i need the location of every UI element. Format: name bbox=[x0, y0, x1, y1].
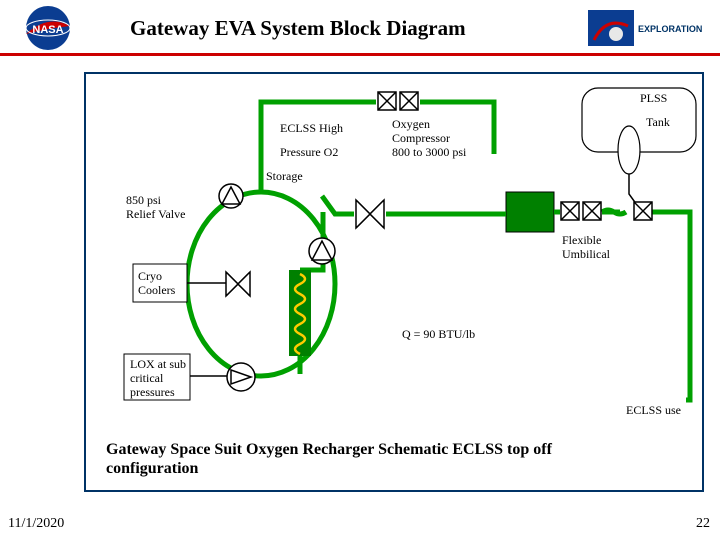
plss-label: PLSS bbox=[640, 92, 667, 105]
diagram-caption: Gateway Space Suit Oxygen Recharger Sche… bbox=[106, 441, 576, 478]
relief-label-1: 850 psi bbox=[126, 194, 161, 207]
valve-box-x bbox=[634, 202, 652, 220]
page-title: Gateway EVA System Block Diagram bbox=[130, 16, 466, 41]
flex-label-2: Umbilical bbox=[562, 248, 610, 261]
oxygen-compressor-label-1: Oxygen bbox=[392, 118, 430, 131]
svg-text:NASA: NASA bbox=[32, 24, 63, 36]
footer-page: 22 bbox=[696, 516, 710, 532]
lox-label-3: pressures bbox=[130, 386, 175, 399]
valve-box-x bbox=[400, 92, 418, 110]
nasa-logo: NASA bbox=[18, 4, 78, 52]
eclss-use-line bbox=[642, 212, 690, 400]
footer-date: 11/1/2020 bbox=[8, 516, 64, 532]
cryo-label-1: Cryo bbox=[138, 270, 162, 283]
cryo-label-2: Coolers bbox=[138, 284, 175, 297]
arrow-valve-icon bbox=[227, 363, 255, 391]
oxygen-compressor-label-3: 800 to 3000 psi bbox=[392, 146, 466, 159]
flex-label-1: Flexible bbox=[562, 234, 601, 247]
valve-butterfly-icon bbox=[356, 200, 384, 228]
storage-label: Storage bbox=[266, 170, 303, 183]
lox-label-1: LOX at sub bbox=[130, 358, 186, 371]
tank-label: Tank bbox=[646, 116, 670, 129]
eclss-use-label: ECLSS use bbox=[626, 404, 681, 417]
valve-butterfly-icon bbox=[226, 272, 250, 296]
relief-valve-icon bbox=[219, 184, 243, 208]
relief-label-2: Relief Valve bbox=[126, 208, 185, 221]
triangle-valve-icon bbox=[309, 238, 335, 264]
eclss-high-label: ECLSS High bbox=[280, 122, 343, 135]
oxygen-compressor-label-2: Compressor bbox=[392, 132, 450, 145]
valve-box-x bbox=[378, 92, 396, 110]
valve-box-x bbox=[583, 202, 601, 220]
valve-box-x bbox=[561, 202, 579, 220]
tank-ellipse bbox=[618, 126, 640, 174]
pressure-o2-label: Pressure O2 bbox=[280, 146, 338, 159]
exploration-logo: EXPLORATION bbox=[588, 10, 708, 46]
compressor-solid-box bbox=[506, 192, 554, 232]
q-label: Q = 90 BTU/lb bbox=[402, 328, 475, 341]
lox-label-2: critical bbox=[130, 372, 163, 385]
diagram-frame: PLSS Tank Oxygen Compressor 800 to 3000 … bbox=[84, 72, 704, 492]
lox-ring bbox=[187, 192, 335, 376]
svg-text:EXPLORATION: EXPLORATION bbox=[638, 24, 702, 34]
